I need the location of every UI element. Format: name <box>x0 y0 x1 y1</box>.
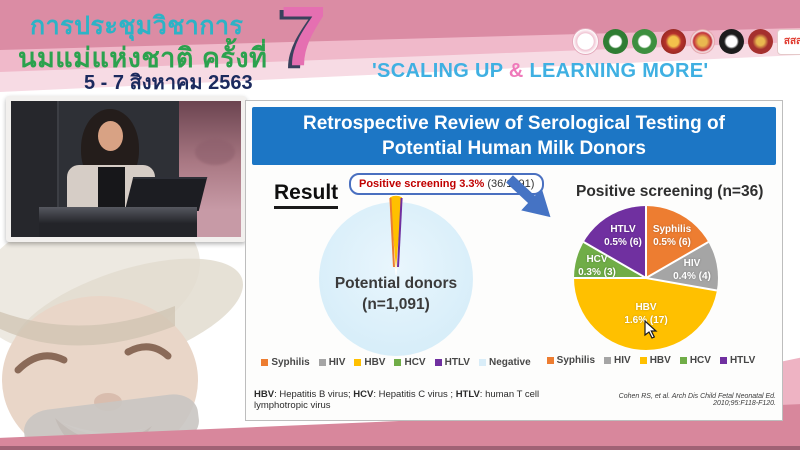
legend-item: Syphilis <box>546 355 596 366</box>
footnote-text: : Hepatitis C virus ; <box>373 389 456 400</box>
conference-title-line2: นมแม่แห่งชาติ ครั้งที่ <box>18 43 268 73</box>
slice-label-hiv: HIV 0.4% (4) <box>666 258 718 283</box>
legend-label: HIV <box>614 355 631 366</box>
legend-item: HCV <box>679 355 711 366</box>
pie-left-label-line1: Potential donors <box>334 275 458 292</box>
edition-number: 7 <box>280 0 327 83</box>
legend-label: HBV <box>364 357 386 368</box>
blue-arrow-icon <box>506 175 551 218</box>
speaker-video-feed <box>6 96 246 242</box>
pediatric-society-emblem-logo-icon <box>719 29 744 54</box>
legend-item: HCV <box>394 357 426 368</box>
slice-label-htlv: HTLV 0.5% (6) <box>596 224 650 249</box>
legend-swatch-hiv <box>604 357 612 364</box>
legend-label: HBV <box>649 355 671 366</box>
pie-chart-positive-screening: Syphilis 0.5% (6) HIV 0.4% (4) HBV 1.6% (17… <box>574 206 718 350</box>
slice-label-hcv: HCV 0.3% (3) <box>568 254 626 279</box>
legend-swatch-hbv <box>354 359 362 366</box>
legend-item: Negative <box>478 357 531 368</box>
pie-left-label: Potential donors (n=1,091) <box>321 273 471 315</box>
slice-label-hbv: HBV 1.6% (17) <box>614 302 678 327</box>
legend-label: HCV <box>689 355 711 366</box>
legend-swatch-hiv <box>318 359 326 366</box>
tagline-prefix: 'SCALING UP <box>372 60 509 82</box>
legend-item: HBV <box>639 355 671 366</box>
tagline-ampersand: & <box>508 60 524 82</box>
medical-association-emblem-logo-icon <box>748 29 773 54</box>
green-medical-council-logo-icon <box>603 29 628 54</box>
slice-name: HBV <box>635 302 657 313</box>
podium <box>39 207 197 237</box>
legend-label: HIV <box>328 357 346 368</box>
slice-value: 1.6% (17) <box>624 314 668 326</box>
slice-label-syphilis: Syphilis 0.5% (6) <box>644 224 700 249</box>
legend-label: Negative <box>488 357 531 368</box>
legend-item: HTLV <box>719 355 756 366</box>
slide-title-banner: Retrospective Review of Serological Test… <box>252 107 776 165</box>
stage-wall-seam <box>57 101 59 237</box>
podium-laptop <box>124 177 208 211</box>
green-health-dept-logo-icon <box>632 29 657 54</box>
reference-citation: Cohen RS, et al. Arch Dis Child Fetal Ne… <box>618 393 776 407</box>
footnote-text: : human T cell lymphotropic virus <box>254 389 542 411</box>
slice-value: 0.5% (6) <box>653 236 691 248</box>
slice-value: 0.3% (3) <box>578 266 616 278</box>
slice-name: HTLV <box>610 224 636 235</box>
mouse-cursor-icon <box>644 320 658 339</box>
slice-name: HCV <box>586 254 608 265</box>
footnote-abbr: HTLV <box>455 389 480 400</box>
footnote-text: : Hepatitis B virus; <box>274 389 354 400</box>
legend-label: HCV <box>404 357 426 368</box>
callout-highlight: Positive screening 3.3% <box>359 178 485 190</box>
thai-health-sss-logo-icon: สสส <box>777 28 800 55</box>
legend-label: Syphilis <box>271 357 310 368</box>
slice-value: 0.4% (4) <box>673 270 711 282</box>
breastfeeding-foundation-logo-icon <box>572 28 599 55</box>
conference-title-line1: การประชุมวิชาการ <box>30 12 244 40</box>
exploded-positive-slice <box>388 194 404 276</box>
positive-screening-callout: Positive screening 3.3% (36/1091) <box>349 173 545 195</box>
royal-institute-emblem-logo-icon <box>690 29 715 54</box>
legend-item: HTLV <box>434 357 470 368</box>
legend-swatch-hcv <box>679 357 687 364</box>
royal-college-emblem-logo-icon <box>661 29 686 54</box>
legend-swatch-htlv <box>434 359 442 366</box>
conference-tagline: 'SCALING UP & LEARNING MORE' <box>372 60 796 83</box>
slide-title-line2: Potential Human Milk Donors <box>382 138 646 159</box>
legend-left: Syphilis HIV HBV HCV HTLV Negative <box>248 357 544 368</box>
presentation-slide: Retrospective Review of Serological Test… <box>245 100 783 421</box>
slice-name: Syphilis <box>652 224 692 235</box>
legend-label: HTLV <box>729 355 756 366</box>
legend-item: HIV <box>318 357 346 368</box>
footnote-abbr: HCV <box>353 389 374 400</box>
legend-swatch-hbv <box>639 357 647 364</box>
conference-dates: 5 - 7 สิงหาคม 2563 <box>84 72 253 94</box>
legend-item: HBV <box>354 357 385 368</box>
sponsor-logos-row: สสส <box>572 28 800 55</box>
legend-swatch-syphilis <box>261 359 269 366</box>
footnote-abbr: HBV <box>254 389 275 400</box>
result-heading: Result <box>274 181 339 209</box>
projection-screen-image <box>195 139 235 165</box>
legend-swatch-syphilis <box>546 357 554 364</box>
legend-swatch-hcv <box>394 359 402 366</box>
pie-right-title: Positive screening (n=36) <box>576 183 764 200</box>
slice-value: 0.5% (6) <box>604 236 642 248</box>
legend-swatch-negative <box>478 359 486 366</box>
speaker-face <box>98 121 123 151</box>
legend-item: HIV <box>604 355 631 366</box>
slice-name: HIV <box>683 258 701 269</box>
legend-label: HTLV <box>444 357 470 368</box>
bottom-edge-strip <box>0 446 800 450</box>
tagline-suffix: LEARNING MORE' <box>523 60 709 82</box>
legend-swatch-htlv <box>719 357 727 364</box>
legend-label: Syphilis <box>556 355 596 366</box>
pie-left-label-line2: (n=1,091) <box>362 296 430 313</box>
slide-title-line1: Retrospective Review of Serological Test… <box>303 113 725 134</box>
abbreviation-footnote: HBV: Hepatitis B virus; HCV: Hepatitis C… <box>254 389 584 411</box>
legend-right: Syphilis HIV HBV HCV HTLV <box>546 355 756 366</box>
legend-item: Syphilis <box>261 357 310 368</box>
